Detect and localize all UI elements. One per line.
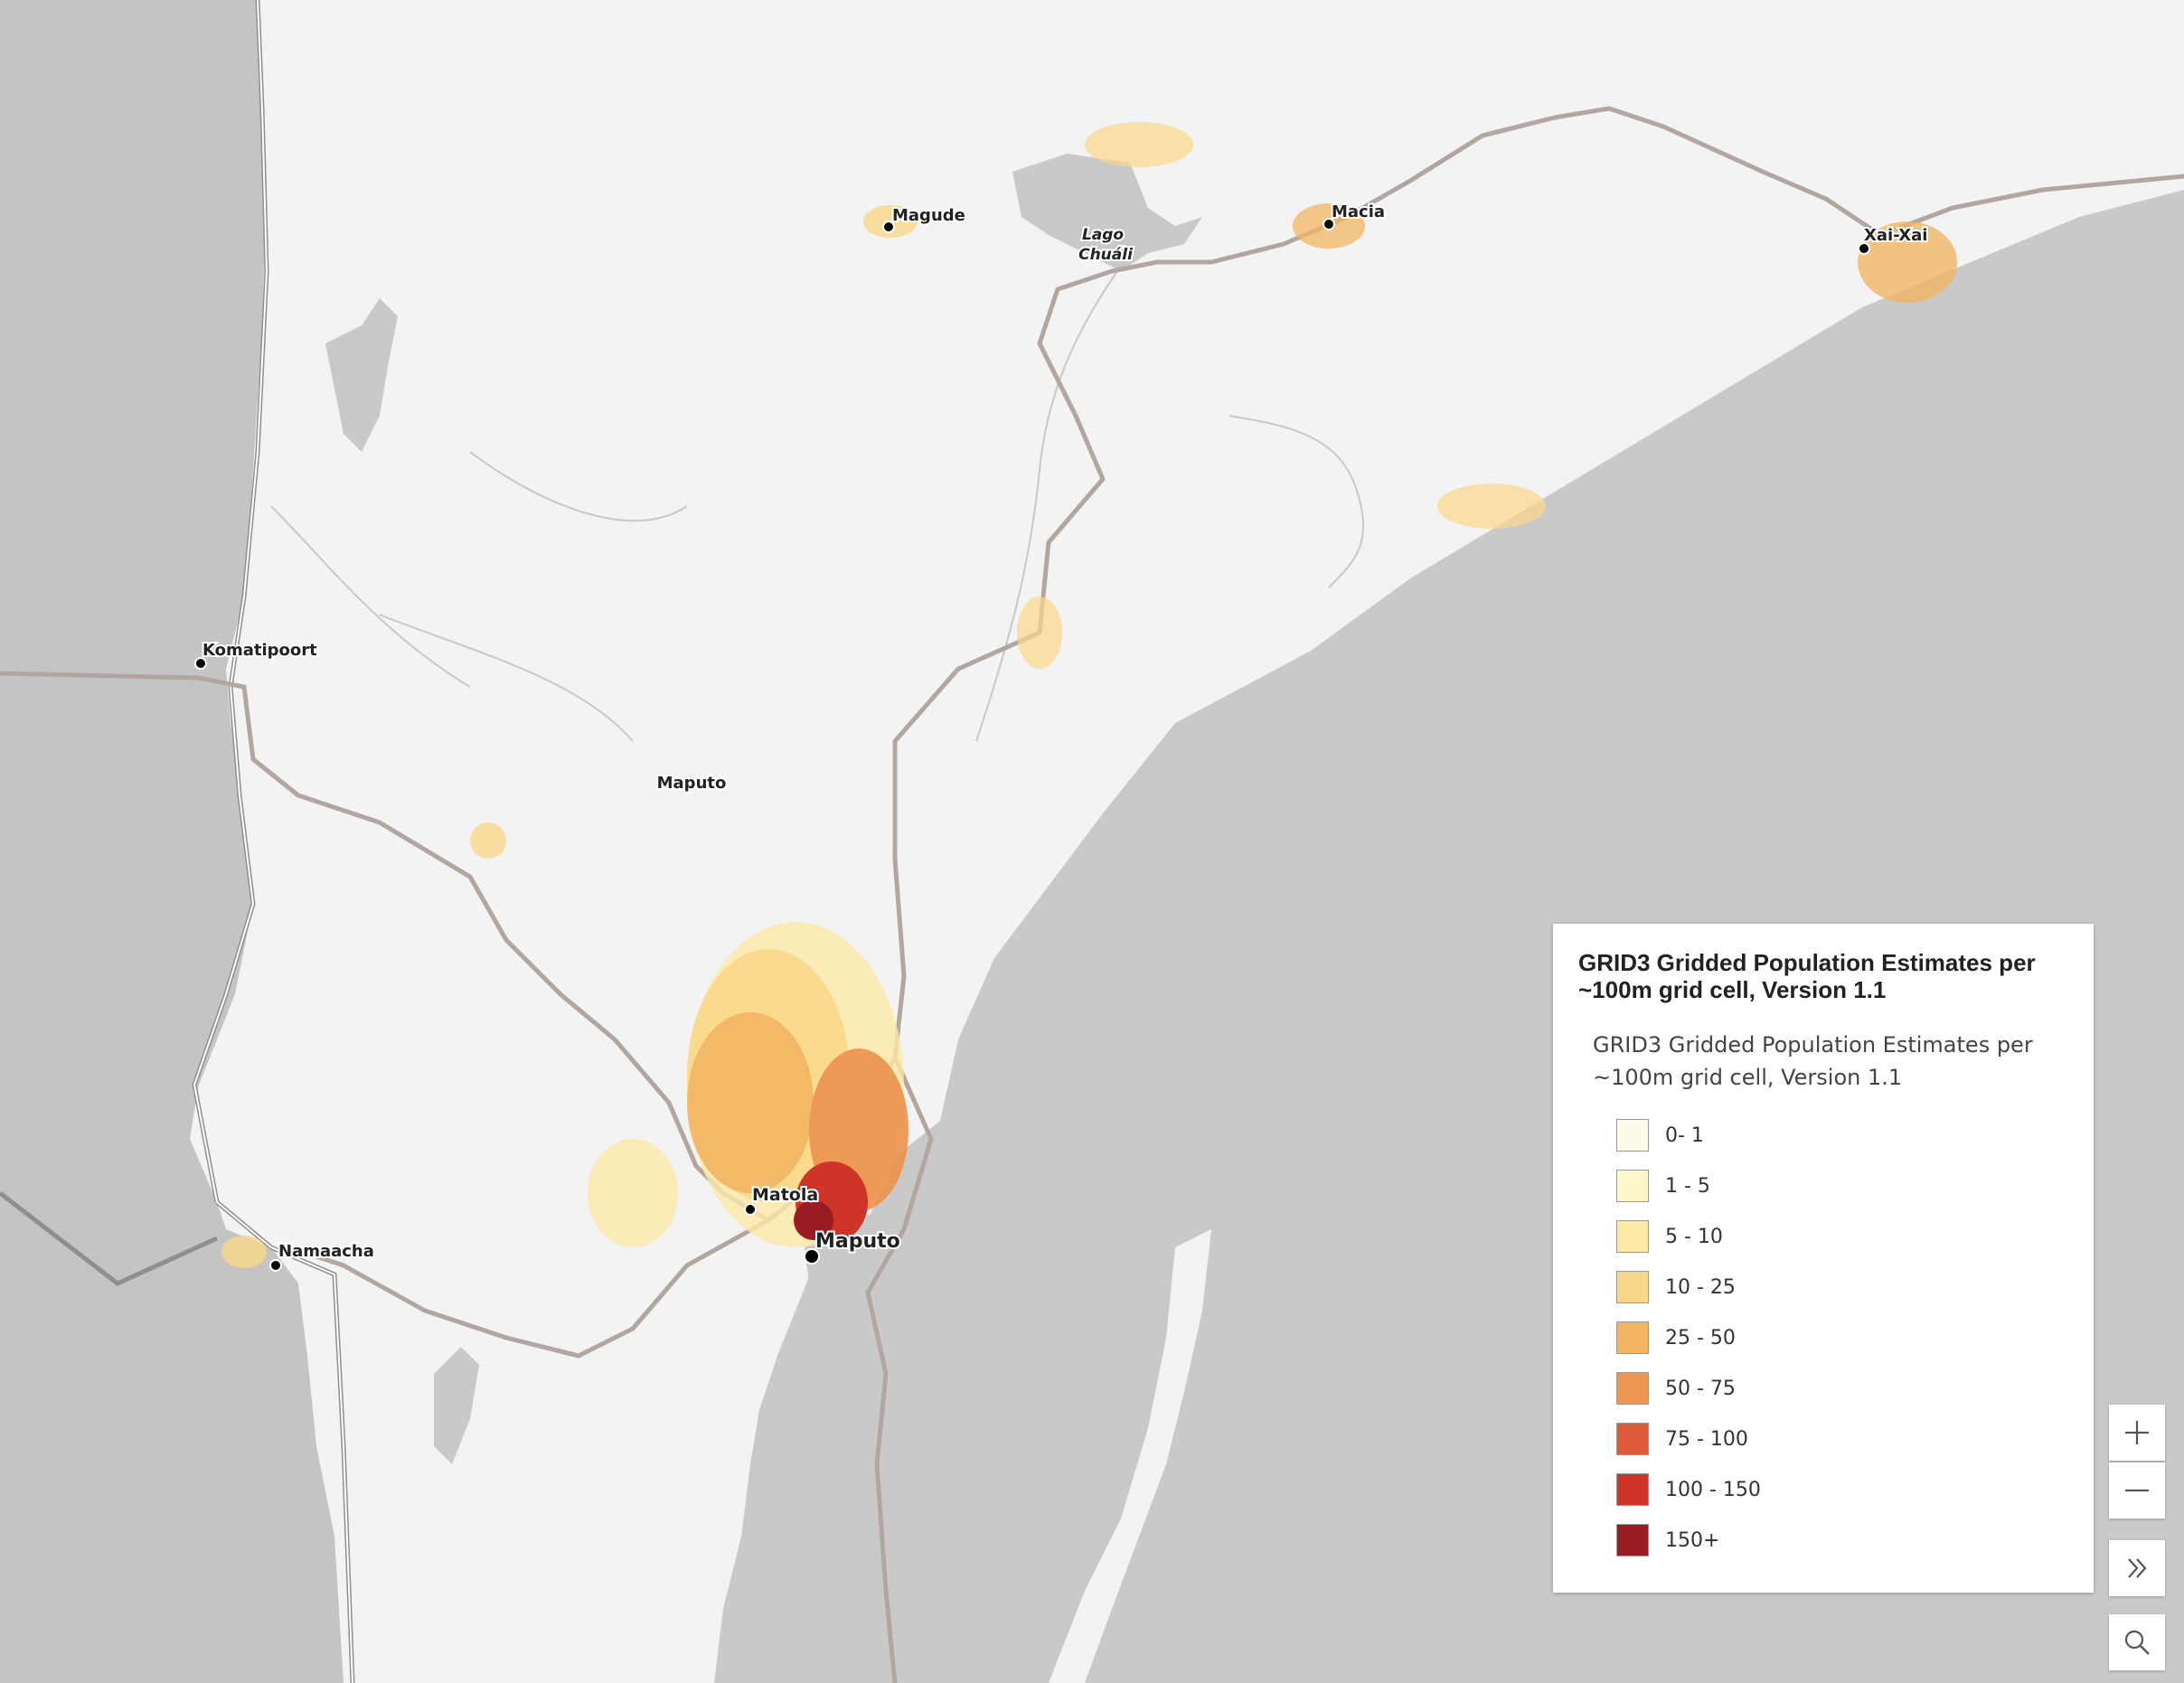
- search-button[interactable]: [2109, 1614, 2165, 1670]
- place-namaacha[interactable]: Namaacha: [269, 1240, 376, 1272]
- label-maputo-city: Maputo: [815, 1230, 900, 1253]
- legend-class-row: 25 - 50: [1616, 1312, 2068, 1363]
- legend-class-row: 10 - 25: [1616, 1262, 2068, 1312]
- place-lago-chuali[interactable]: Lago Chuáli: [1077, 224, 1135, 266]
- legend-class-row: 50 - 75: [1616, 1363, 2068, 1414]
- label-komatipoort: Komatipoort: [202, 641, 317, 660]
- legend-class-row: 75 - 100: [1616, 1414, 2068, 1464]
- legend-panel: GRID3 Gridded Population Estimates per ~…: [1553, 924, 2094, 1593]
- search-icon: [2124, 1630, 2150, 1655]
- legend-swatch: [1616, 1473, 1649, 1506]
- label-lago-line1: Lago: [1082, 226, 1124, 244]
- place-magude[interactable]: Magude: [882, 204, 967, 233]
- label-namaacha: Namaacha: [278, 1242, 374, 1261]
- place-macia[interactable]: Macia: [1323, 201, 1387, 230]
- place-maputo-province[interactable]: Maputo: [655, 772, 729, 794]
- zoom-out-button[interactable]: [2109, 1462, 2165, 1518]
- legend-swatch: [1616, 1372, 1649, 1405]
- legend-swatch: [1616, 1524, 1649, 1556]
- legend-class-label: 1 - 5: [1665, 1174, 1710, 1198]
- place-maputo-city[interactable]: Maputo: [804, 1228, 902, 1265]
- legend-title: GRID3 Gridded Population Estimates per ~…: [1578, 949, 2036, 1003]
- legend-swatch: [1616, 1170, 1649, 1202]
- legend-subtitle: GRID3 Gridded Population Estimates per ~…: [1593, 1032, 2033, 1090]
- place-xai-xai[interactable]: Xai-Xai: [1858, 224, 1929, 255]
- legend-class-label: 25 - 50: [1665, 1326, 1736, 1349]
- maputo-bay: [805, 1193, 1193, 1683]
- minus-icon: [2125, 1489, 2149, 1492]
- legend-class-row: 150+: [1616, 1515, 2068, 1565]
- legend-class-row: 5 - 10: [1616, 1211, 2068, 1262]
- lake-south: [434, 1347, 479, 1464]
- plus-icon: [2125, 1421, 2149, 1444]
- expand-button[interactable]: [2109, 1540, 2165, 1596]
- legend-class-label: 75 - 100: [1665, 1427, 1748, 1451]
- lake-west: [325, 298, 398, 452]
- peninsula: [1049, 1229, 1211, 1683]
- label-magude: Magude: [892, 206, 965, 225]
- legend-class-label: 10 - 25: [1665, 1275, 1736, 1299]
- legend-swatch: [1616, 1119, 1649, 1152]
- label-matola: Matola: [752, 1185, 818, 1205]
- double-chevron-right-icon: [2128, 1558, 2147, 1578]
- legend-swatch: [1616, 1321, 1649, 1354]
- legend-class-label: 0- 1: [1665, 1124, 1704, 1147]
- legend-class-list: 0- 1 1 - 5 5 - 10 10 - 25 25 - 50 50 - 75 75 -…: [1578, 1110, 2068, 1565]
- lake-chuali: [1012, 154, 1202, 271]
- zoom-in-button[interactable]: [2109, 1405, 2165, 1461]
- legend-class-label: 150+: [1665, 1528, 1720, 1552]
- legend-class-row: 1 - 5: [1616, 1161, 2068, 1211]
- label-xai-xai: Xai-Xai: [1864, 226, 1927, 245]
- legend-swatch: [1616, 1220, 1649, 1253]
- legend-class-label: 100 - 150: [1665, 1478, 1761, 1501]
- label-macia: Macia: [1332, 202, 1385, 221]
- label-maputo-province: Maputo: [657, 774, 727, 793]
- place-matola[interactable]: Matola: [744, 1183, 820, 1216]
- legend-class-row: 0- 1: [1616, 1110, 2068, 1161]
- legend-swatch: [1616, 1423, 1649, 1455]
- legend-swatch: [1616, 1271, 1649, 1303]
- legend-class-row: 100 - 150: [1616, 1464, 2068, 1515]
- place-komatipoort[interactable]: Komatipoort: [194, 639, 319, 670]
- label-lago-line2: Chuáli: [1078, 246, 1134, 264]
- label-lago: Lago Chuáli: [1078, 226, 1134, 264]
- legend-class-label: 5 - 10: [1665, 1225, 1723, 1248]
- roads: [0, 106, 2184, 1683]
- legend-class-label: 50 - 75: [1665, 1377, 1736, 1400]
- population-density: [221, 122, 1957, 1268]
